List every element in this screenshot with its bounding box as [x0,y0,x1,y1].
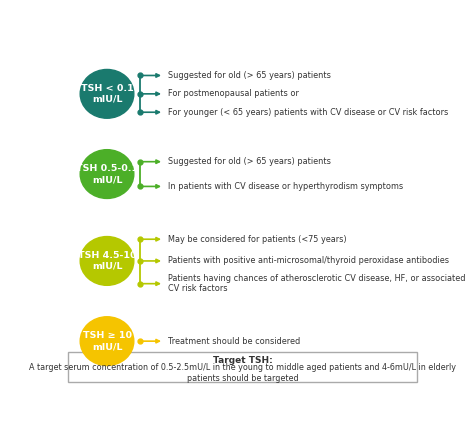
Circle shape [80,150,134,198]
Text: Patients with positive anti-microsomal/thyroid peroxidase antibodies: Patients with positive anti-microsomal/t… [168,256,448,266]
Text: In patients with CV disease or hyperthyrodism symptoms: In patients with CV disease or hyperthyr… [168,182,403,191]
Text: TSH ≥ 10
mIU/L: TSH ≥ 10 mIU/L [82,331,131,351]
Text: For younger (< 65 years) patients with CV disease or CV risk factors: For younger (< 65 years) patients with C… [168,108,448,117]
Text: TSH < 0.1
mIU/L: TSH < 0.1 mIU/L [81,84,133,104]
Text: Suggested for old (> 65 years) patients: Suggested for old (> 65 years) patients [168,71,330,80]
Circle shape [80,317,134,365]
Text: For postmenopausal patients or: For postmenopausal patients or [168,89,299,99]
Text: A target serum concentration of 0.5-2.5mU/L in the young to middle aged patients: A target serum concentration of 0.5-2.5m… [29,362,456,383]
Text: Suggested for old (> 65 years) patients: Suggested for old (> 65 years) patients [168,157,330,166]
Text: TSH 0.5-0.1
mIU/L: TSH 0.5-0.1 mIU/L [76,164,138,184]
Text: Target TSH:: Target TSH: [213,356,273,365]
Text: May be considered for patients (<75 years): May be considered for patients (<75 year… [168,235,346,244]
Circle shape [80,69,134,118]
Text: Treatment should be considered: Treatment should be considered [168,337,300,345]
FancyBboxPatch shape [68,352,418,382]
Text: Patients having chances of atherosclerotic CV disease, HF, or associated
CV risk: Patients having chances of atherosclerot… [168,274,465,293]
Text: TSH 4.5-10
mIU/L: TSH 4.5-10 mIU/L [78,251,136,271]
Circle shape [80,237,134,285]
